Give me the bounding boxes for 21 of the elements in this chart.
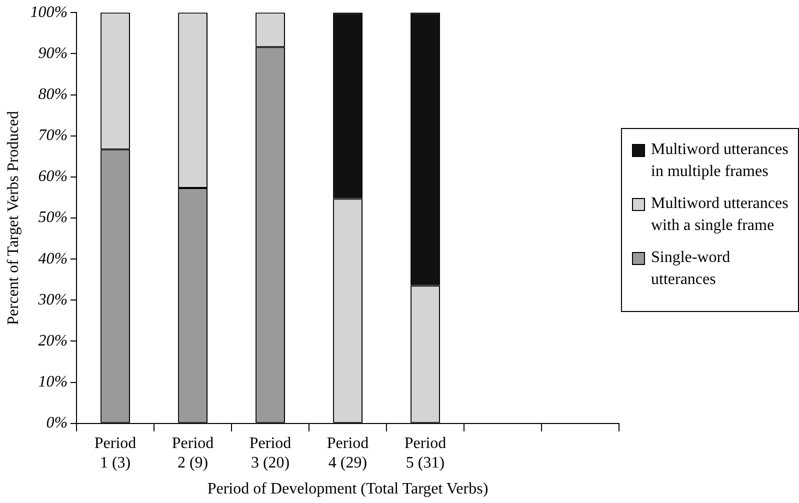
x-tick-label: Period 1 (3) — [94, 435, 136, 472]
y-tick-label: 0% — [46, 414, 68, 432]
y-tick-label: 20% — [38, 332, 68, 350]
y-tick-label: 30% — [37, 291, 68, 308]
legend-label: Single-word utterances — [651, 248, 732, 290]
y-tick-label: 60% — [38, 168, 68, 186]
y-tick-label: 40% — [38, 250, 68, 268]
x-tick-label: Period 5 (31) — [404, 435, 446, 472]
x-tick-label: Period 3 (20) — [249, 435, 292, 472]
x-axis-title: Period of Development (Total Target Verbs) — [207, 480, 488, 498]
x-tick-label: Period 4 (29) — [326, 435, 369, 472]
y-tick-label: 70% — [38, 127, 68, 144]
y-axis-title: Percent of Target Verbs Produced — [4, 111, 22, 325]
legend-label: Multiword utterances in multiple frames — [651, 140, 790, 182]
legend-label: Multiword utterances with a single frame — [651, 194, 790, 236]
y-tick-label: 80% — [38, 86, 68, 103]
y-tick-label: 10% — [38, 374, 68, 391]
y-tick-label: 100% — [30, 4, 68, 21]
y-tick-label: 50% — [38, 209, 68, 226]
y-tick-label: 90% — [38, 44, 68, 62]
x-tick-label: Period 2 (9) — [172, 435, 214, 472]
